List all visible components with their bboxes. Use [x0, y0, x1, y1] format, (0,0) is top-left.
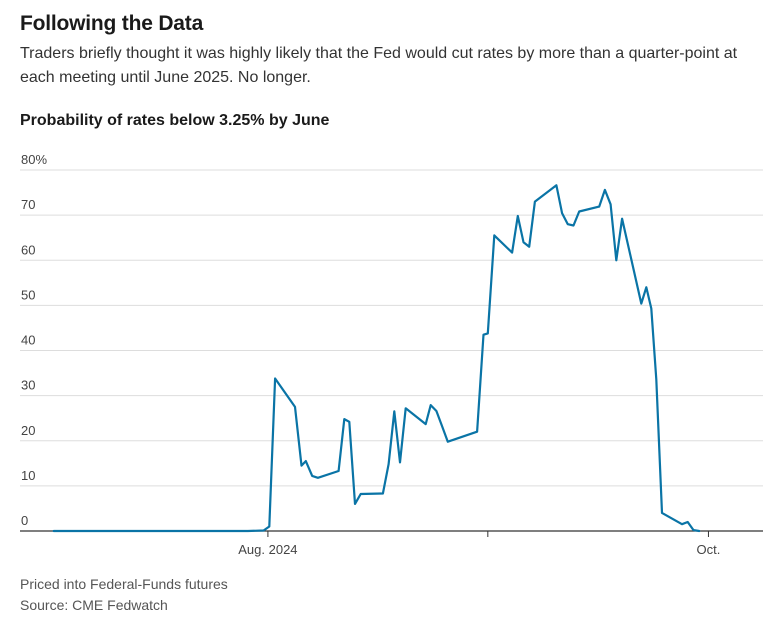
footnote: Priced into Federal-Funds futures Source… [20, 574, 228, 616]
y-tick-label: 0 [21, 513, 28, 528]
x-tick-label: Aug. 2024 [238, 542, 297, 557]
figure-subtitle: Traders briefly thought it was highly li… [20, 45, 738, 86]
chart-heading: Probability of rates below 3.25% by June [20, 112, 330, 129]
figure-title: Following the Data [20, 12, 204, 35]
y-tick-label: 70 [21, 197, 35, 212]
y-tick-label: 20 [21, 423, 35, 438]
y-axis-labels: 80% 70 60 50 40 30 20 10 0 [21, 152, 47, 528]
line-chart: 80% 70 60 50 40 30 20 10 0 Aug. 2024 Oct. [20, 152, 763, 557]
footnote-note: Priced into Federal-Funds futures [20, 576, 228, 592]
x-axis: Aug. 2024 Oct. [20, 530, 763, 557]
y-tick-label: 50 [21, 287, 35, 302]
footnote-source: Source: CME Fedwatch [20, 597, 168, 613]
y-tick-label: 30 [21, 378, 35, 393]
series-layer [52, 184, 701, 533]
series-line-0 [52, 184, 701, 533]
y-tick-label: 40 [21, 333, 35, 348]
gridlines [20, 169, 763, 487]
y-tick-label: 10 [21, 468, 35, 483]
y-tick-label: 60 [21, 242, 35, 257]
x-tick-label: Oct. [697, 542, 721, 557]
y-tick-label: 80% [21, 152, 47, 167]
